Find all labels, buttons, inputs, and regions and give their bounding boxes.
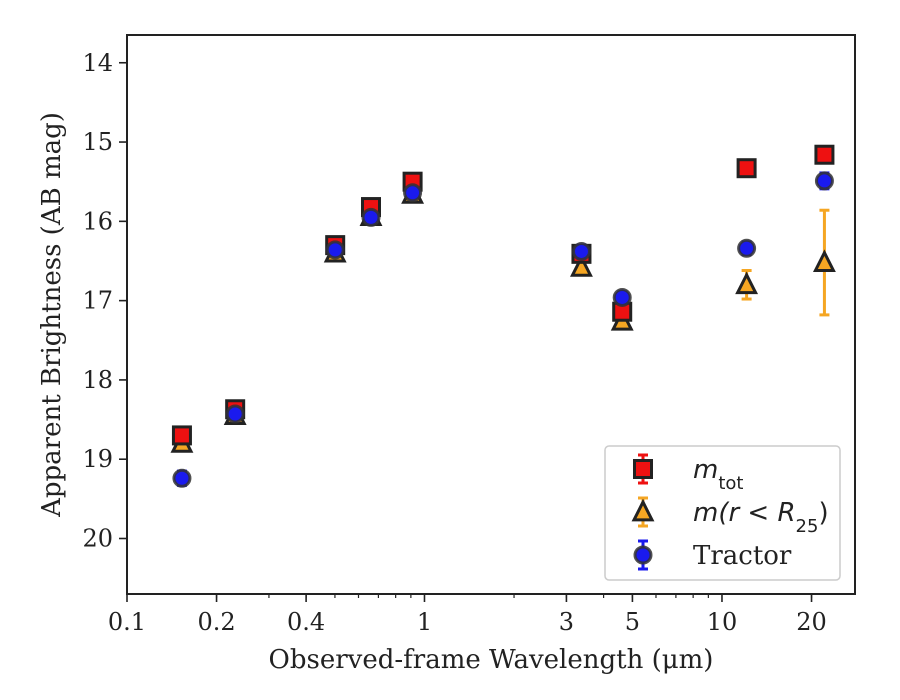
legend: mtot m(r < R25) Tractor: [604, 445, 841, 581]
y-tick-label: 20: [82, 524, 113, 552]
data-point: [171, 425, 192, 446]
data-point: [571, 241, 591, 261]
legend-marker: [631, 498, 655, 522]
legend-label: mtot: [693, 455, 743, 494]
data-point: [225, 404, 245, 424]
x-tick-label: 5: [625, 608, 640, 636]
y-tick-label: 18: [82, 366, 113, 394]
y-tick-label: 15: [82, 128, 113, 156]
x-axis-label: Observed-frame Wavelength (μm): [269, 645, 714, 675]
x-tick-label: 0.1: [108, 608, 146, 636]
legend-marker: [633, 459, 653, 479]
data-point: [403, 183, 423, 203]
series-circle: [172, 171, 834, 488]
x-tick-label: 0.2: [197, 608, 235, 636]
legend-entry: mtot: [633, 453, 743, 494]
data-point: [735, 271, 759, 295]
x-tick-label: 10: [707, 608, 738, 636]
axes-layer: 0.1 0.2 0.4 1 3 5 10 20 14 15 16 17 18 19 20: [82, 49, 826, 636]
y-tick-label: 14: [82, 49, 113, 77]
legend-label: m(r < R25): [693, 498, 829, 537]
legend-entry: m(r < R25): [631, 496, 829, 537]
x-tick-label: 1: [417, 608, 432, 636]
legend-frame: [604, 445, 841, 581]
y-axis-label: Apparent Brightness (AB mag): [37, 112, 67, 518]
series-square: [171, 144, 835, 446]
legend-label: Tractor: [693, 541, 792, 571]
data-point: [737, 238, 757, 258]
data-point: [812, 249, 836, 272]
y-tick-label: 19: [82, 445, 113, 473]
y-tick-label: 17: [82, 287, 113, 315]
data-point: [172, 468, 192, 488]
x-tick-label: 20: [796, 608, 827, 636]
x-tick-label: 0.4: [287, 608, 325, 636]
legend-marker: [633, 545, 653, 565]
series-triangle: [170, 181, 836, 453]
data-point: [736, 158, 757, 179]
data-point: [612, 287, 632, 307]
data-point: [325, 240, 345, 260]
x-tick-label: 3: [559, 608, 574, 636]
plot-layer: [170, 144, 836, 488]
data-point: [361, 207, 381, 227]
data-point: [814, 144, 835, 165]
plot-frame: [126, 34, 856, 595]
legend-entry: Tractor: [633, 539, 792, 571]
y-tick-label: 16: [82, 207, 113, 235]
data-point: [814, 171, 834, 191]
data-point: [570, 254, 593, 277]
